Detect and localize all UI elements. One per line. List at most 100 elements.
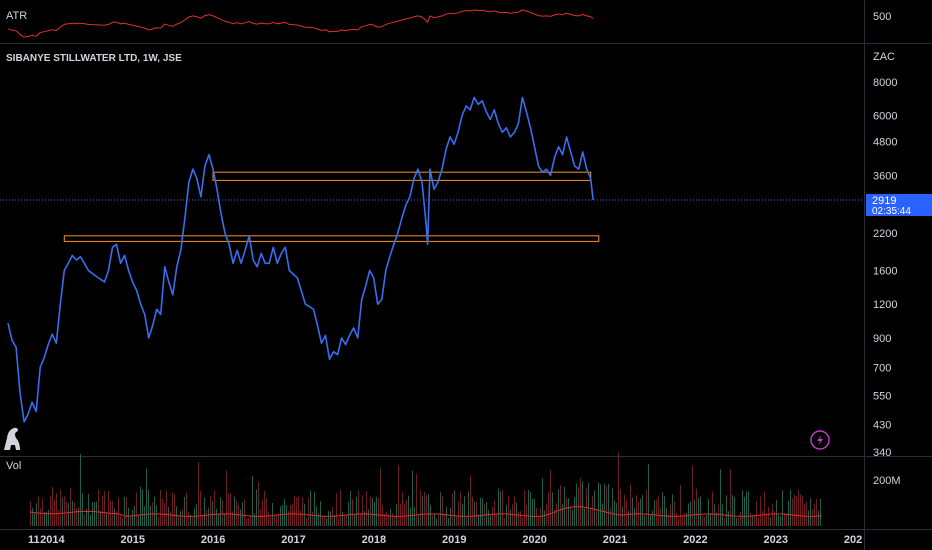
volume-bar — [494, 500, 495, 526]
x-tick-label: 2020 — [522, 534, 546, 546]
volume-bar — [144, 506, 145, 526]
volume-bar — [254, 513, 255, 526]
volume-bar — [406, 499, 407, 526]
volume-bar — [310, 490, 311, 526]
volume-bar — [226, 470, 227, 526]
volume-bar — [394, 515, 395, 526]
volume-bar — [180, 511, 181, 526]
volume-bar — [358, 490, 359, 526]
volume-bar — [324, 515, 325, 526]
volume-bar — [44, 511, 45, 526]
y-tick-label: 1600 — [873, 265, 897, 277]
volume-bar — [538, 515, 539, 526]
volume-bar — [396, 503, 397, 526]
volume-bar — [398, 465, 399, 526]
volume-bar — [258, 482, 259, 526]
volume-bar — [646, 490, 647, 526]
volume-bar — [298, 496, 299, 526]
volume-bar — [590, 508, 591, 526]
volume-bar — [432, 515, 433, 526]
volume-bar — [244, 499, 245, 526]
volume-bar — [600, 484, 601, 526]
price-series-line[interactable] — [7, 96, 594, 423]
volume-bar — [708, 499, 709, 526]
volume-bar — [224, 514, 225, 526]
volume-bar — [86, 508, 87, 526]
volume-bar — [126, 497, 127, 526]
volume-bar — [96, 501, 97, 526]
volume-bar — [208, 508, 209, 526]
volume-bar — [566, 497, 567, 526]
volume-bar — [260, 509, 261, 526]
volume-bar — [92, 502, 93, 526]
support-resistance-zone[interactable] — [63, 235, 600, 242]
volume-bar — [690, 501, 691, 526]
volume-bar — [232, 511, 233, 526]
volume-bar — [82, 493, 83, 526]
volume-bar — [528, 489, 529, 526]
volume-bar — [100, 510, 101, 526]
volume-bar — [122, 518, 123, 526]
volume-bar — [682, 515, 683, 526]
volume-bar — [174, 494, 175, 526]
volume-bar — [212, 501, 213, 526]
volume-bar — [140, 486, 141, 526]
volume-bar — [124, 497, 125, 526]
volume-bar — [628, 510, 629, 526]
volume-bar — [622, 506, 623, 526]
volume-bar — [702, 516, 703, 526]
volume-bar — [476, 501, 477, 526]
volume-bar — [440, 492, 441, 526]
volume-bar — [458, 501, 459, 526]
volume-bar — [160, 489, 161, 526]
x-tick-label: 2019 — [442, 534, 466, 546]
volume-bar — [330, 511, 331, 526]
volume-bar — [582, 481, 583, 526]
volume-bar — [478, 514, 479, 526]
lightning-icon[interactable] — [810, 430, 830, 450]
zones-group[interactable] — [63, 171, 600, 242]
volume-bar — [102, 496, 103, 526]
volume-bar — [758, 517, 759, 526]
volume-bar — [640, 498, 641, 526]
volume-bar — [210, 495, 211, 526]
volume-bar — [568, 498, 569, 526]
volume-bar — [120, 515, 121, 526]
volume-bar — [756, 500, 757, 526]
volume-bar — [198, 462, 199, 526]
volume-bar — [40, 508, 41, 526]
dinosaur-logo-icon[interactable] — [4, 427, 20, 450]
volume-bar — [268, 511, 269, 526]
volume-bar — [718, 504, 719, 526]
volume-bar — [388, 513, 389, 526]
volume-bar — [804, 504, 805, 526]
volume-bar — [452, 493, 453, 526]
volume-bar — [720, 469, 721, 526]
volume-bar — [454, 490, 455, 526]
volume-bar — [816, 499, 817, 526]
volume-bar — [558, 489, 559, 526]
volume-bar — [114, 508, 115, 526]
volume-bar — [192, 517, 193, 526]
volume-bar — [712, 491, 713, 526]
volume-bar — [326, 518, 327, 526]
volume-bar — [262, 500, 263, 526]
volume-bar — [436, 518, 437, 526]
volume-bar — [442, 496, 443, 526]
volume-bar — [504, 517, 505, 526]
volume-bar — [710, 514, 711, 526]
volume-bar — [542, 478, 543, 526]
volume-bar — [378, 498, 379, 526]
volume-bar — [814, 504, 815, 526]
volume-bar — [264, 490, 265, 526]
volume-bar — [376, 496, 377, 526]
time-axis[interactable]: 11 2014 2015 2016 2017 2018 2019 2020 2021 2022 20… — [28, 534, 862, 546]
volume-bar — [790, 489, 791, 526]
support-resistance-zone[interactable] — [212, 171, 592, 181]
volume-bar — [714, 504, 715, 526]
x-tick-label: 2022 — [683, 534, 707, 546]
volume-bar — [278, 515, 279, 526]
volume-bar — [408, 495, 409, 526]
volume-bar — [404, 504, 405, 526]
